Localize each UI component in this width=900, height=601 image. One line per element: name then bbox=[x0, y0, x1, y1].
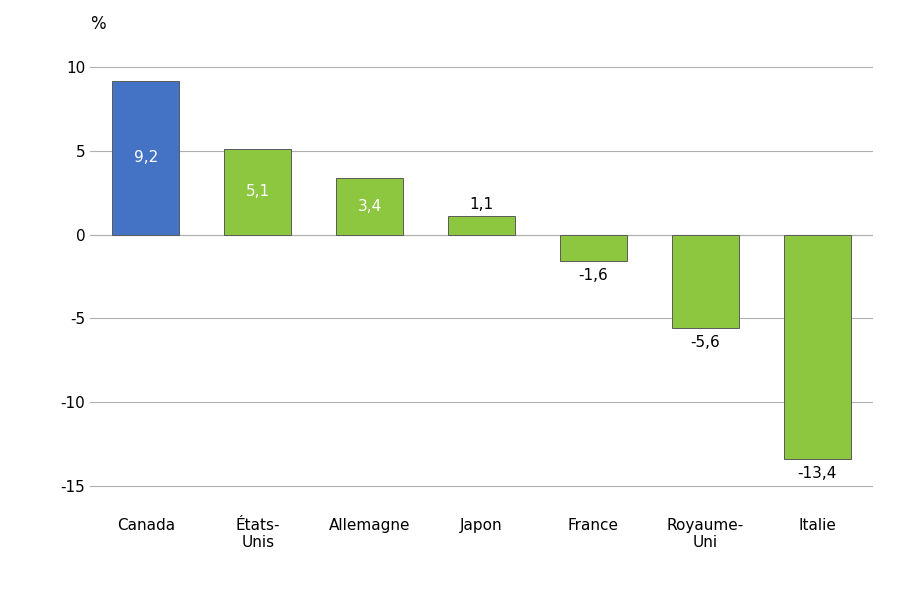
Bar bbox=[224, 149, 292, 234]
Bar bbox=[336, 178, 403, 234]
Bar bbox=[784, 234, 850, 459]
Text: -1,6: -1,6 bbox=[579, 268, 608, 283]
Text: 9,2: 9,2 bbox=[134, 150, 158, 165]
Bar bbox=[560, 234, 627, 261]
Bar bbox=[112, 81, 179, 234]
Text: 3,4: 3,4 bbox=[357, 199, 382, 213]
Text: %: % bbox=[90, 14, 105, 32]
Text: 1,1: 1,1 bbox=[470, 197, 493, 212]
Bar bbox=[448, 216, 515, 234]
Text: -5,6: -5,6 bbox=[690, 335, 720, 350]
Text: -13,4: -13,4 bbox=[797, 466, 837, 481]
Text: 5,1: 5,1 bbox=[246, 185, 270, 200]
Bar bbox=[671, 234, 739, 328]
